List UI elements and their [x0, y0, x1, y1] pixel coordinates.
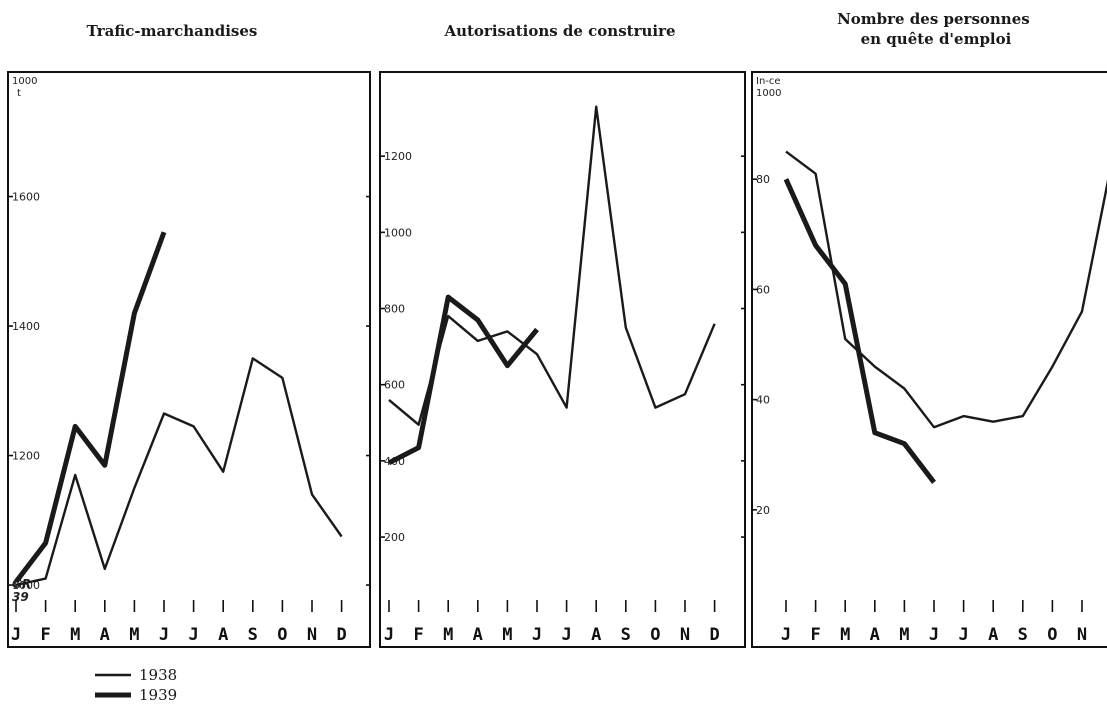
chart-2-xtick-label-3: A: [473, 625, 483, 645]
legend-1938-label: 1938: [139, 666, 177, 684]
chart-3-xtick-label-6: J: [958, 625, 968, 645]
chart-3-xtick-label-3: A: [870, 625, 880, 645]
chart-2-xtick-label-6: J: [561, 625, 571, 645]
chart-2-frame: [379, 71, 746, 648]
chart-3-series-1938: [785, 150, 1107, 429]
chart-3-title-line-1: Nombre des personnes: [837, 10, 1030, 28]
chart-1-xtick-label-9: O: [277, 625, 287, 645]
chart-3-xtick-label-8: S: [1018, 625, 1028, 645]
chart-1-xtick-label-0: J: [11, 625, 21, 645]
chart-1-ytick-label-1: 1200: [12, 450, 40, 463]
chart-3-xtick-label-2: M: [840, 625, 850, 645]
chart-2-title: Autorisations de construire: [443, 22, 675, 40]
chart-3-ytick-label-0: 20: [756, 504, 770, 517]
chart-2-xtick-label-5: J: [532, 625, 542, 645]
chart-3-ytick-label-1: 40: [756, 394, 770, 407]
chart-2-xtick-label-11: D: [709, 625, 719, 645]
chart-3-series-1939: [783, 178, 936, 484]
chart-3-title-line-2: en quête d'emploi: [861, 30, 1012, 48]
chart-1-xtick-label-3: A: [100, 625, 110, 645]
chart-1-frame: [7, 71, 371, 648]
chart-1-title: Trafic-marchandises: [87, 22, 258, 40]
chart-3-xtick-label-9: O: [1047, 625, 1057, 645]
chart-3-unit-top: In-ce: [756, 76, 781, 87]
chart-2-xtick-label-9: O: [650, 625, 660, 645]
chart-2-ytick-label-0: 200: [384, 531, 405, 544]
chart-1-xtick-label-1: F: [40, 625, 50, 645]
chart-2-ytick-label-5: 1200: [384, 150, 412, 163]
chart-3-xtick-label-7: A: [988, 625, 998, 645]
chart-1-ytick-label-3: 1600: [12, 191, 40, 204]
chart-3-xtick-label-10: N: [1077, 625, 1087, 645]
chart-2-series-1939: [387, 294, 539, 466]
chart-2-xtick-label-0: J: [384, 625, 394, 645]
chart-2-series-1938: [388, 105, 716, 426]
chart-3-title: Nombre des personnes en quête d'emploi: [837, 10, 1035, 48]
chart-3-xtick-label-1: F: [810, 625, 820, 645]
chart-1-unit-top: 1000: [12, 76, 37, 87]
chart-1-xtick-label-10: N: [307, 625, 317, 645]
chart-1-series-1939: [14, 231, 167, 584]
chart-3-xtick-label-4: M: [899, 625, 909, 645]
chart-2-xtick-label-2: M: [443, 625, 453, 645]
chart-3-ytick-label-3: 80: [756, 173, 770, 186]
chart-1-xtick-label-4: M: [129, 625, 139, 645]
chart-2-xtick-label-4: M: [502, 625, 512, 645]
chart-3-unit-bottom: 1000: [756, 88, 781, 99]
chart-3-ytick-label-2: 60: [756, 283, 770, 296]
chart-2-ytick-label-4: 1000: [384, 226, 412, 239]
chart-1-xtick-label-6: J: [188, 625, 198, 645]
chart-3-xtick-label-0: J: [781, 625, 791, 645]
chart-2-ytick-label-3: 800: [384, 303, 405, 316]
chart-1-ytick-label-2: 1400: [12, 320, 40, 333]
chart-1-series-1938: [15, 357, 343, 587]
chart-1-unit-bottom: t: [17, 88, 21, 99]
chart-1-xtick-label-5: J: [159, 625, 169, 645]
legend-1939-label: 1939: [139, 686, 177, 704]
chart-1-xtick-label-8: S: [248, 625, 258, 645]
chart-1-xtick-label-11: D: [336, 625, 346, 645]
chart-2-xtick-label-10: N: [680, 625, 690, 645]
chart-2-xtick-label-1: F: [413, 625, 423, 645]
chart-2-xtick-label-7: A: [591, 625, 601, 645]
chart-1-xtick-label-2: M: [70, 625, 80, 645]
chart-2-ytick-label-2: 600: [384, 379, 405, 392]
chart-3-xtick-label-5: J: [929, 625, 939, 645]
chart-1-xtick-label-7: A: [218, 625, 228, 645]
chart-3-frame: [751, 71, 1107, 648]
chart-2-xtick-label-8: S: [621, 625, 631, 645]
chart-1-note-bottom: 39: [12, 590, 29, 604]
